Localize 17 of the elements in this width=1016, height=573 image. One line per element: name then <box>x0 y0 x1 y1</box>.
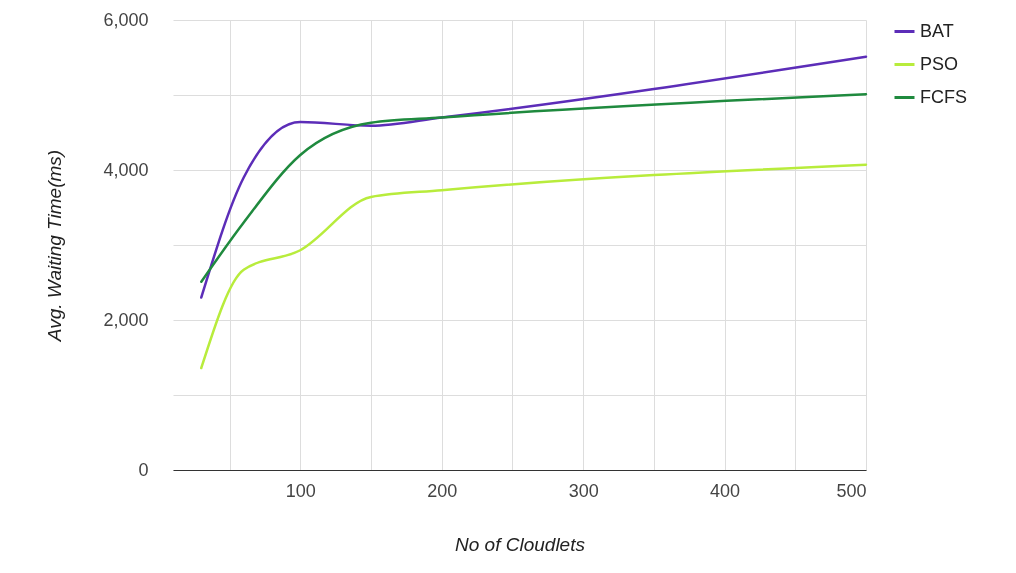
x-tick-label: 100 <box>285 480 316 501</box>
x-tick-label: 500 <box>836 480 867 501</box>
line-series <box>200 93 868 283</box>
y-tick-label: 0 <box>138 459 149 480</box>
y-axis-title: Avg. Waiting Time(ms) <box>44 149 66 343</box>
line-series <box>200 163 868 370</box>
x-tick-label: 200 <box>427 480 458 501</box>
x-tick-label: 400 <box>710 480 741 501</box>
y-tick-label: 4,000 <box>103 159 149 180</box>
legend-label: FCFS <box>920 86 967 107</box>
legend-label: PSO <box>920 53 959 74</box>
x-axis-title: No of Cloudlets <box>455 533 586 555</box>
legend-label: BAT <box>920 20 954 41</box>
line-series <box>200 55 868 299</box>
y-tick-label: 2,000 <box>103 309 149 330</box>
x-tick-label: 300 <box>568 480 599 501</box>
y-tick-label: 6,000 <box>103 9 149 30</box>
